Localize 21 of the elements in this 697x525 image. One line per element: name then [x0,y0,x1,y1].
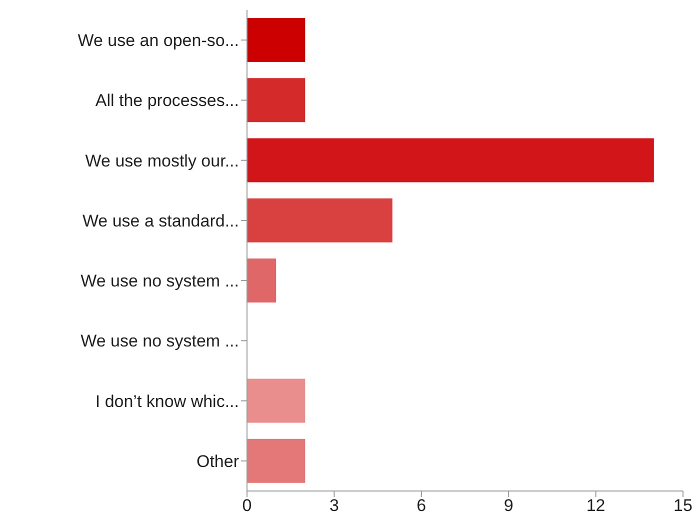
y-tick-label: All the processes... [95,91,239,110]
y-tick-label: We use mostly our... [85,151,239,170]
x-tick-label: 0 [242,496,252,516]
x-tick-label: 9 [504,496,514,516]
x-tick-label: 15 [674,496,692,516]
bar [247,258,276,302]
y-tick-label: We use no system ... [80,332,239,351]
bar [247,198,392,242]
y-tick-label: Other [196,452,240,471]
bar [247,378,306,423]
y-tick-label: I don’t know whic... [95,392,239,411]
x-tick-label: 6 [416,496,426,516]
bar [247,78,306,122]
bar [247,18,306,62]
x-tick-label: 12 [586,496,606,516]
x-tick-label: 3 [329,496,339,516]
y-tick-label: We use no system ... [80,272,239,291]
y-tick-label: We use a standard... [82,211,239,230]
bar [247,138,654,182]
y-tick-label: We use an open-so... [78,31,239,50]
bar [247,438,306,483]
